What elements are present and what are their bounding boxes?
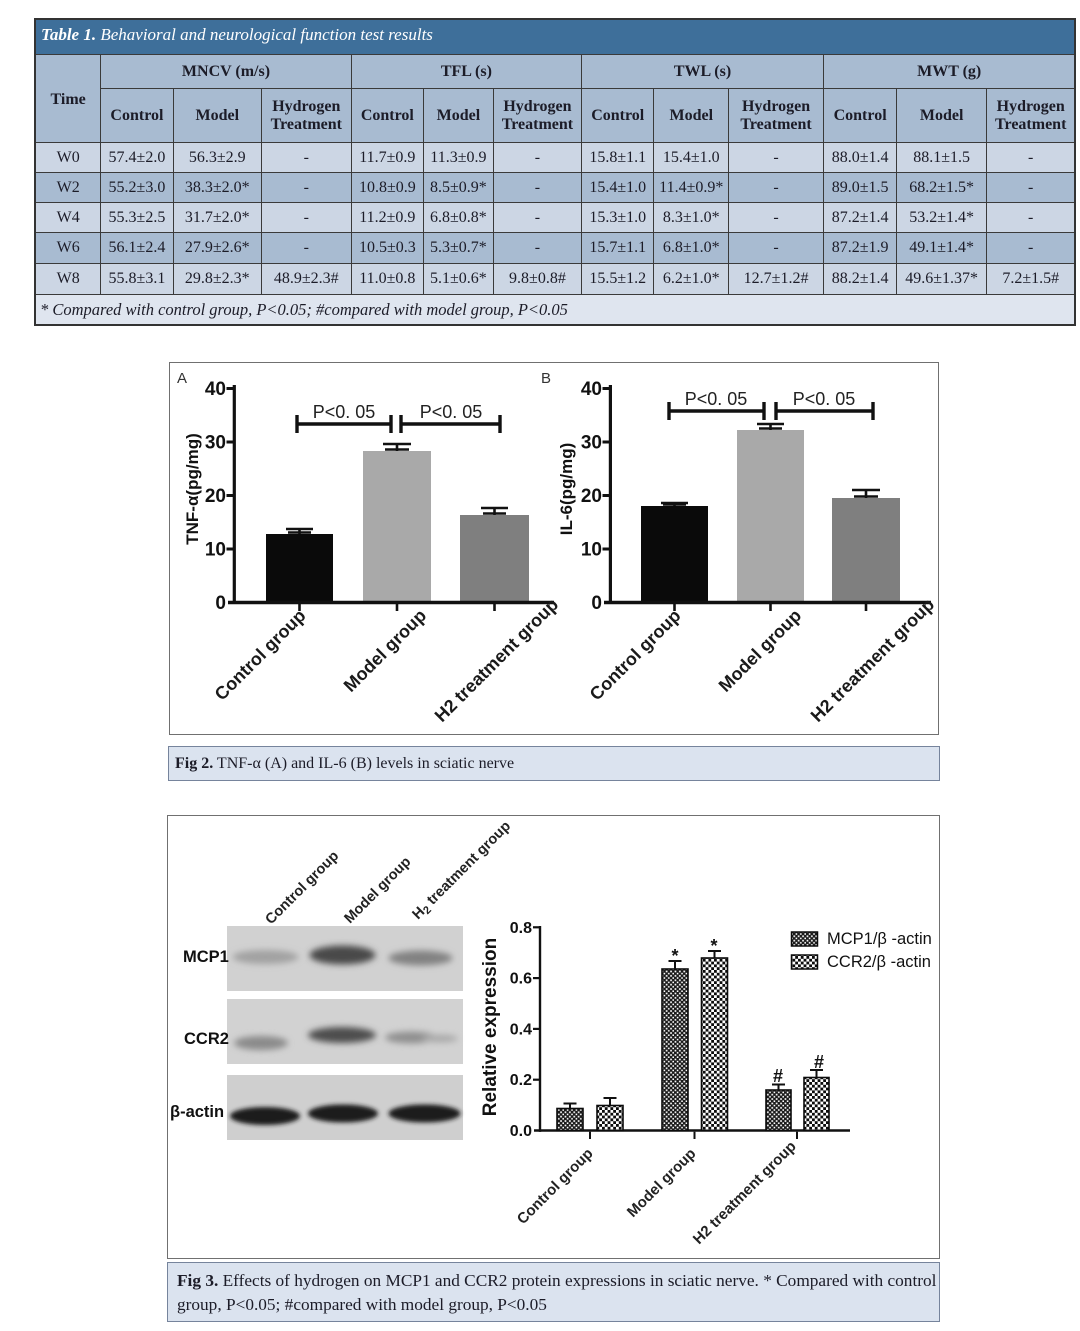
svg-text:Model group: Model group [342,854,415,927]
svg-text:CCR2: CCR2 [184,1030,229,1048]
svg-text:P<0. 05: P<0. 05 [793,389,856,409]
svg-text:TNF-α(pg/mg): TNF-α(pg/mg) [183,433,202,544]
svg-text:0: 0 [215,593,226,614]
svg-text:Control group: Control group [211,605,310,704]
svg-text:β-actin: β-actin [170,1103,224,1121]
svg-text:30: 30 [581,433,602,454]
svg-text:Model group: Model group [715,605,806,696]
svg-text:30: 30 [205,433,226,454]
svg-text:MCP1/β -actin: MCP1/β -actin [827,930,932,948]
svg-text:40: 40 [205,379,226,400]
svg-text:Model group: Model group [624,1145,700,1221]
svg-text:#: # [773,1066,783,1086]
svg-text:0.6: 0.6 [510,971,532,988]
svg-text:H2 treatment group: H2 treatment group [431,594,563,726]
svg-text:H2 treatment group: H2 treatment group [690,1138,800,1248]
svg-text:P<0. 05: P<0. 05 [420,402,483,422]
svg-text:0.2: 0.2 [510,1072,532,1089]
svg-text:IL-6(pg/mg): IL-6(pg/mg) [557,443,576,536]
svg-text:20: 20 [205,486,226,507]
svg-text:20: 20 [581,486,602,507]
svg-text:CCR2/β -actin: CCR2/β -actin [827,953,931,971]
svg-text:*: * [671,946,678,966]
svg-text:Control group: Control group [263,848,343,928]
svg-text:H2 treatment group: H2 treatment group [807,594,938,726]
svg-text:0: 0 [591,593,602,614]
svg-text:#: # [814,1052,824,1072]
svg-text:Control group: Control group [586,605,685,704]
svg-text:10: 10 [205,540,226,561]
svg-text:Model group: Model group [340,605,431,696]
svg-text:Relative expression: Relative expression [480,938,501,1116]
svg-text:Control group: Control group [514,1145,597,1228]
svg-text:40: 40 [581,379,602,400]
svg-text:MCP1: MCP1 [183,948,229,966]
svg-text:*: * [710,936,717,956]
svg-text:A: A [177,370,187,387]
svg-text:10: 10 [581,540,602,561]
svg-text:0.8: 0.8 [510,920,532,937]
svg-text:P<0. 05: P<0. 05 [313,402,376,422]
svg-text:P<0. 05: P<0. 05 [685,389,748,409]
svg-text:0.0: 0.0 [510,1123,532,1140]
svg-text:0.4: 0.4 [510,1021,532,1038]
svg-text:H2 treatment group: H2 treatment group [410,818,516,924]
svg-text:B: B [541,370,551,387]
